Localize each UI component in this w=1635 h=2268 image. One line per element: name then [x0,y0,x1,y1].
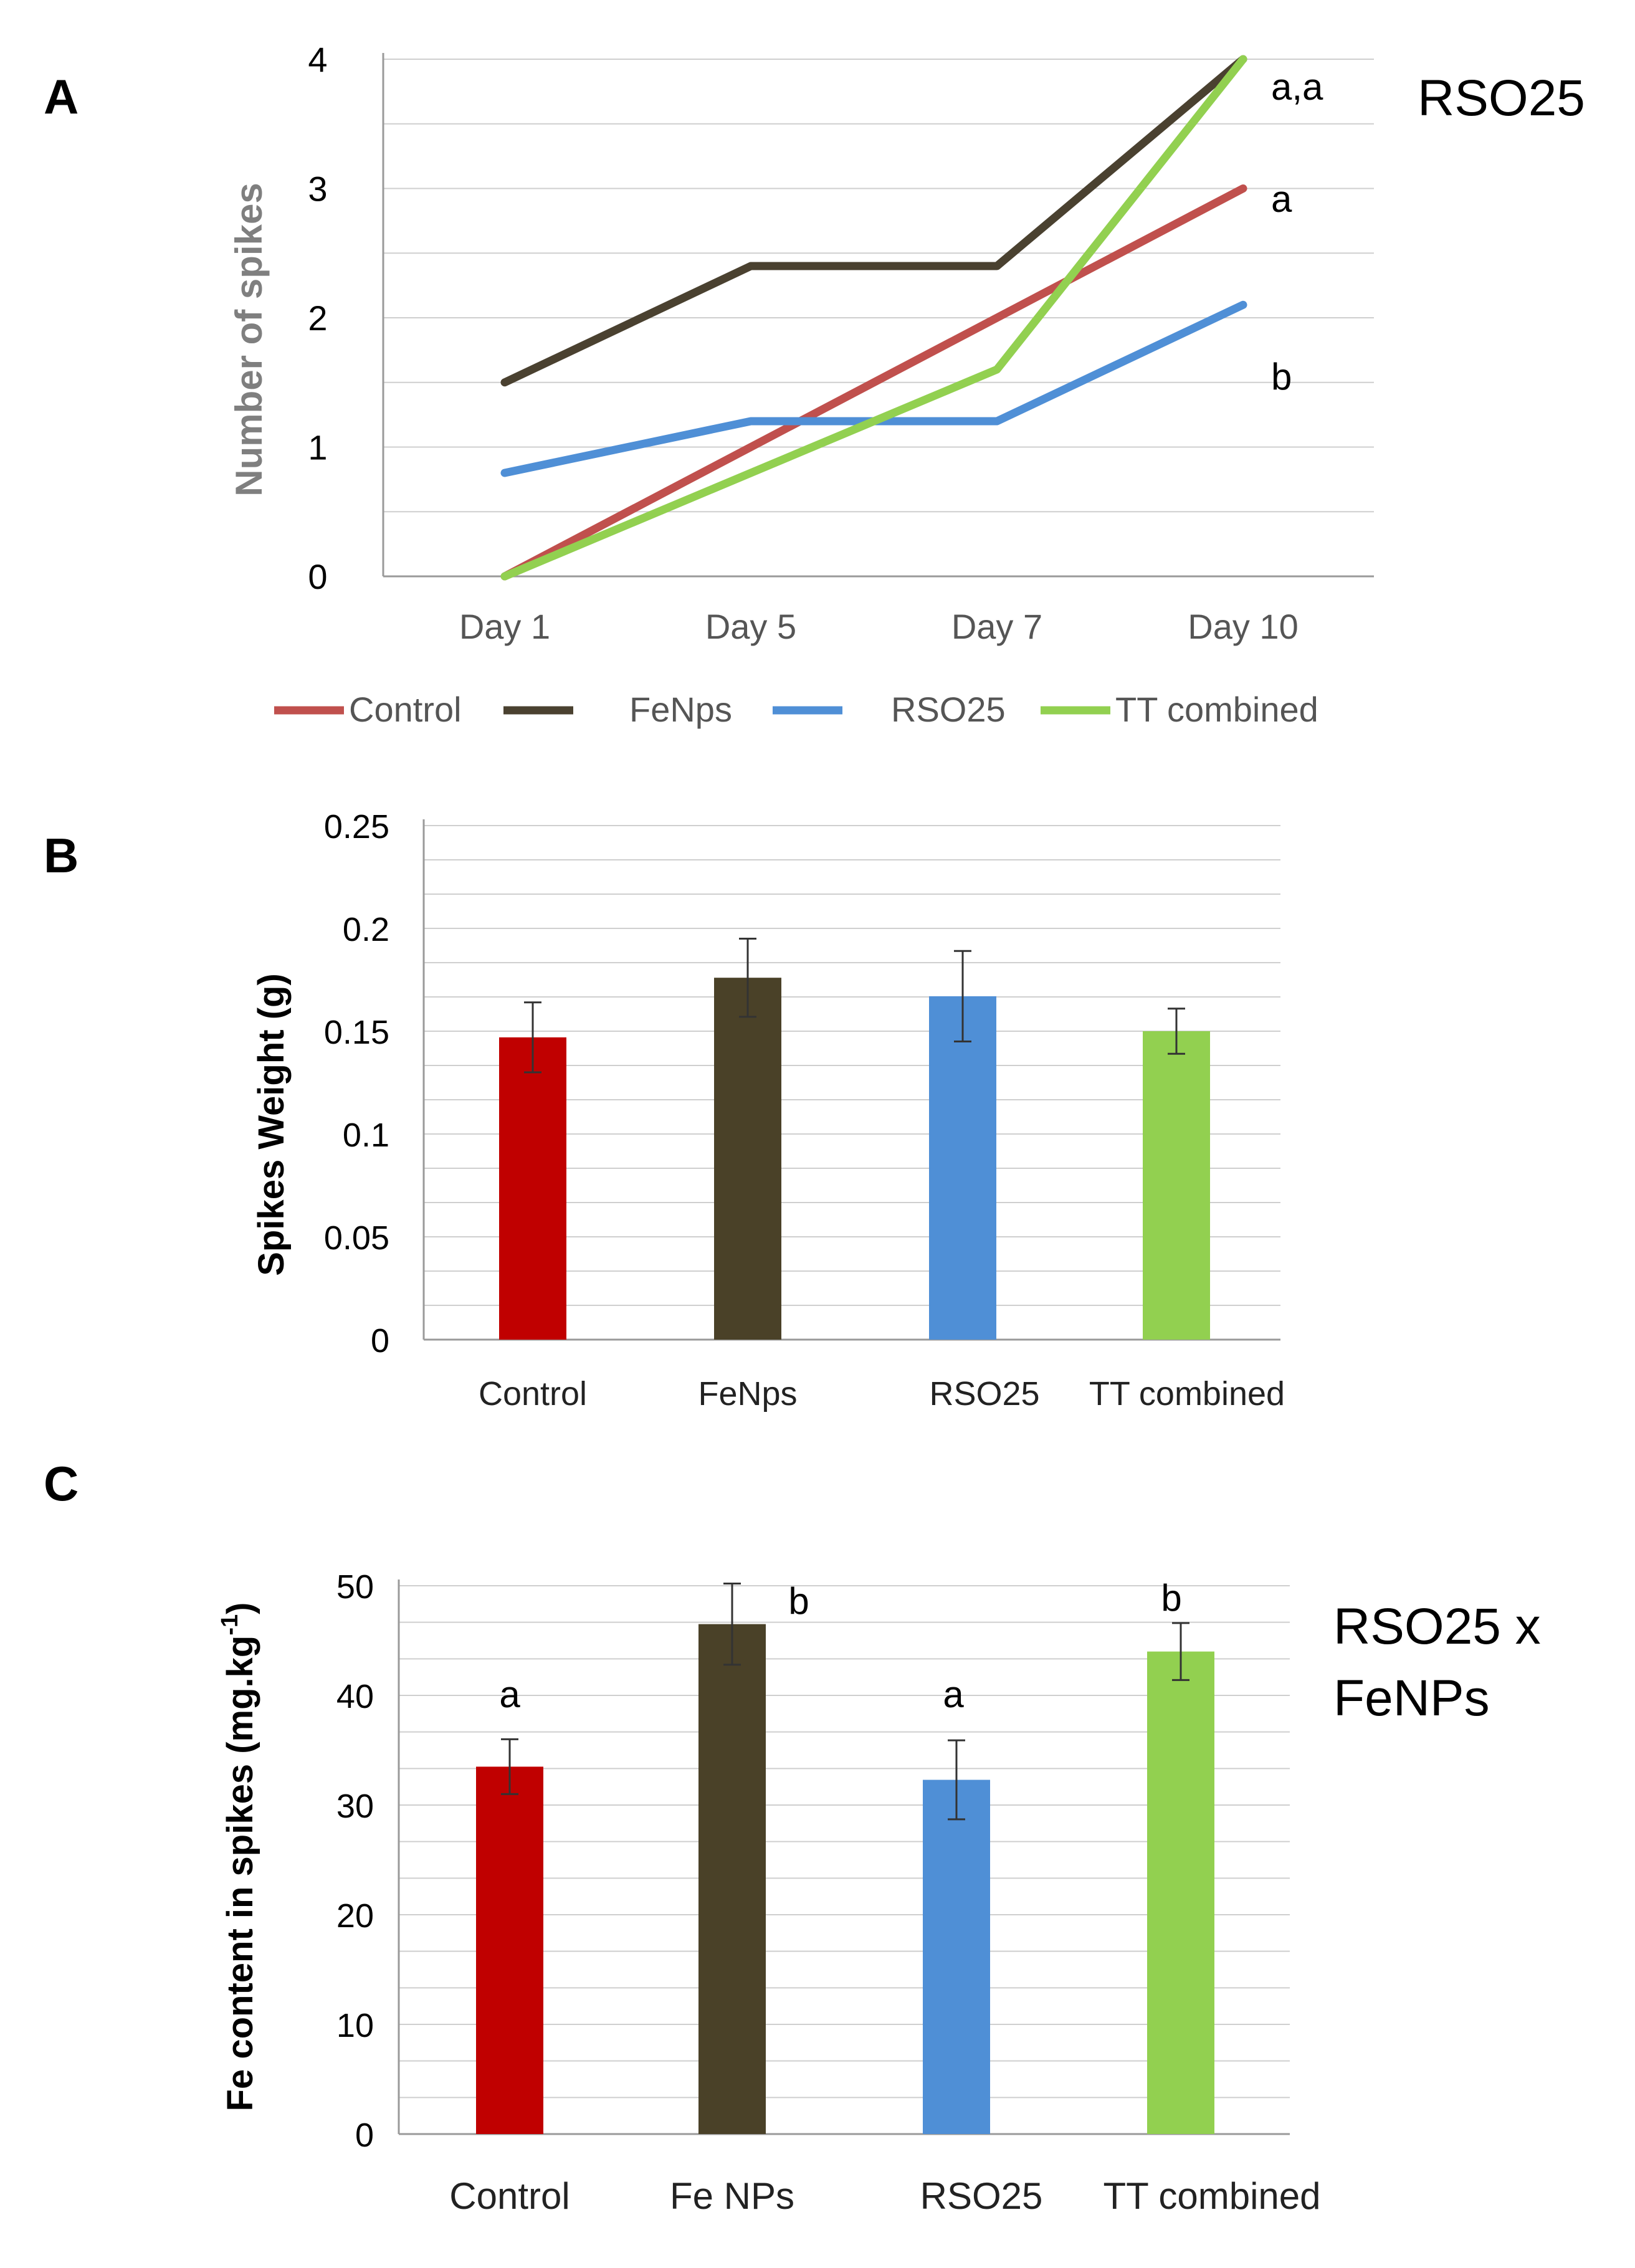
panel-b-x-ticks: Control FeNps RSO25 TT combined [479,1375,1285,1413]
panel-a-annotation: a,a [1271,66,1323,108]
panel-c-error-bars [501,1582,1189,1821]
panel-c-letter: b [1161,1577,1181,1619]
panel-c-y-tick-label: 10 [336,2007,374,2044]
panel-c-x-tick-label: RSO25 [920,2175,1043,2217]
panel-a-annotation: b [1271,356,1292,398]
panel-a-y-tick-label: 0 [308,557,327,596]
panel-b-x-tick-label: TT combined [1089,1375,1285,1413]
panel-a-annotation: a [1271,178,1292,220]
panel-c-letter: b [788,1580,809,1622]
panel-c-letter: a [943,1674,964,1715]
panel-b-bar-rso25 [929,996,996,1340]
panel-c: C 0 10 20 30 40 50 a b a b Control Fe NPs RSO25 TT … [44,1456,1555,2217]
panel-c-x-tick-label: Fe NPs [670,2175,794,2217]
panel-b-y-tick-label: 0.15 [324,1014,389,1051]
panel-c-axes [398,1580,1290,2135]
panel-a-y-tick-label: 4 [308,40,327,79]
panel-c-y-ticks: 0 10 20 30 40 50 [336,1568,374,2154]
panel-b-y-tick-label: 0.05 [324,1219,389,1257]
panel-c-bar-fe-nps [698,1624,766,2134]
panel-a-y-tick-label: 3 [308,169,327,209]
panel-c-letter: a [499,1674,520,1715]
panel-b: B 0 0.05 0.1 0.15 0.2 0.25 Control FeNps RSO25 T… [44,808,1285,1413]
panel-b-bar-tt-combined [1143,1031,1210,1340]
panel-a-x-tick-label: Day 5 [705,607,796,646]
panel-b-label: B [44,828,79,883]
panel-c-y-axis-title-end: ) [220,1603,260,1614]
panel-c-corner-label: RSO25 x FeNPs [1333,1598,1555,1727]
panel-a-y-tick-label: 1 [308,428,327,467]
panel-c-x-tick-label: TT combined [1103,2175,1320,2217]
panel-a: A 0 1 2 3 4 Day 1 Day 5 Day 7 Day 10 a,a a b Numb… [44,40,1585,729]
panel-a-axes [382,53,1374,578]
panel-a-annotations: a,a a b [1271,66,1323,398]
panel-c-bar-rso25 [923,1780,990,2134]
panel-c-x-ticks: Control Fe NPs RSO25 TT combined [449,2175,1320,2217]
panel-c-y-tick-label: 30 [336,1788,374,1825]
panel-a-y-tick-label: 2 [308,298,327,338]
panel-b-y-tick-label: 0.25 [324,808,389,846]
panel-b-axes [422,819,1280,1341]
panel-a-series-line-control [500,184,1247,581]
panel-c-corner-line-1: RSO25 x [1333,1598,1541,1655]
panel-c-y-tick-label: 40 [336,1678,374,1715]
panel-b-error-bars [524,938,1185,1074]
panel-c-x-tick-label: Control [449,2175,570,2217]
panel-c-corner-line-2: FeNPs [1333,1670,1490,1727]
panel-c-y-tick-label: 50 [336,1568,374,1606]
panel-a-label: A [44,69,79,124]
panel-c-label: C [44,1456,79,1511]
panel-b-gridlines [424,825,1280,1340]
panel-b-y-tick-label: 0 [371,1322,389,1360]
panel-a-x-ticks: Day 1 Day 5 Day 7 Day 10 [459,607,1299,646]
panel-c-y-axis-title-main: Fe content in spikes (mg.kg [220,1636,260,2112]
panel-b-y-ticks: 0 0.05 0.1 0.15 0.2 0.25 [324,808,389,1360]
panel-c-bar-control [476,1766,543,2134]
panel-a-legend-label: FeNps [629,690,732,729]
panel-b-bars [499,978,1210,1340]
panel-c-y-tick-label: 0 [355,2117,374,2154]
panel-b-y-tick-label: 0.2 [343,911,389,948]
panel-a-x-tick-label: Day 10 [1188,607,1298,646]
panel-a-legend: Control FeNps RSO25 TT combined [274,690,1318,729]
panel-b-bar-control [499,1037,566,1340]
panel-a-y-axis-title: Number of spikes [228,183,270,496]
panel-b-x-tick-label: FeNps [698,1375,797,1413]
panel-b-y-axis-title: Spikes Weight (g) [251,973,292,1276]
panel-a-x-tick-label: Day 7 [951,607,1042,646]
panel-c-y-axis-title: Fe content in spikes (mg.kg-1) [217,1603,260,2112]
panel-b-y-tick-label: 0.1 [343,1117,389,1154]
panel-c-y-tick-label: 20 [336,1897,374,1935]
panel-b-bar-fenps [714,978,781,1340]
panel-c-bar-tt-combined [1147,1651,1214,2134]
panel-b-x-tick-label: RSO25 [929,1375,1039,1413]
panel-a-legend-label: TT combined [1115,690,1318,729]
panel-c-bars [476,1624,1214,2134]
panel-a-legend-label: RSO25 [891,690,1006,729]
panel-a-gridlines [383,59,1374,577]
panel-a-series-line-fenps [500,55,1247,387]
panel-b-x-tick-label: Control [479,1375,587,1413]
panel-a-corner-label: RSO25 [1418,70,1585,126]
panel-c-significance-letters: a b a b [499,1577,1181,1715]
panel-c-y-axis-title-superscript: -1 [217,1614,243,1636]
panel-a-y-ticks: 0 1 2 3 4 [308,40,327,596]
panel-a-legend-label: Control [349,690,462,729]
panel-a-series-line-tt-combined [500,55,1247,581]
panel-a-series [500,55,1247,581]
panel-a-x-tick-label: Day 1 [459,607,550,646]
